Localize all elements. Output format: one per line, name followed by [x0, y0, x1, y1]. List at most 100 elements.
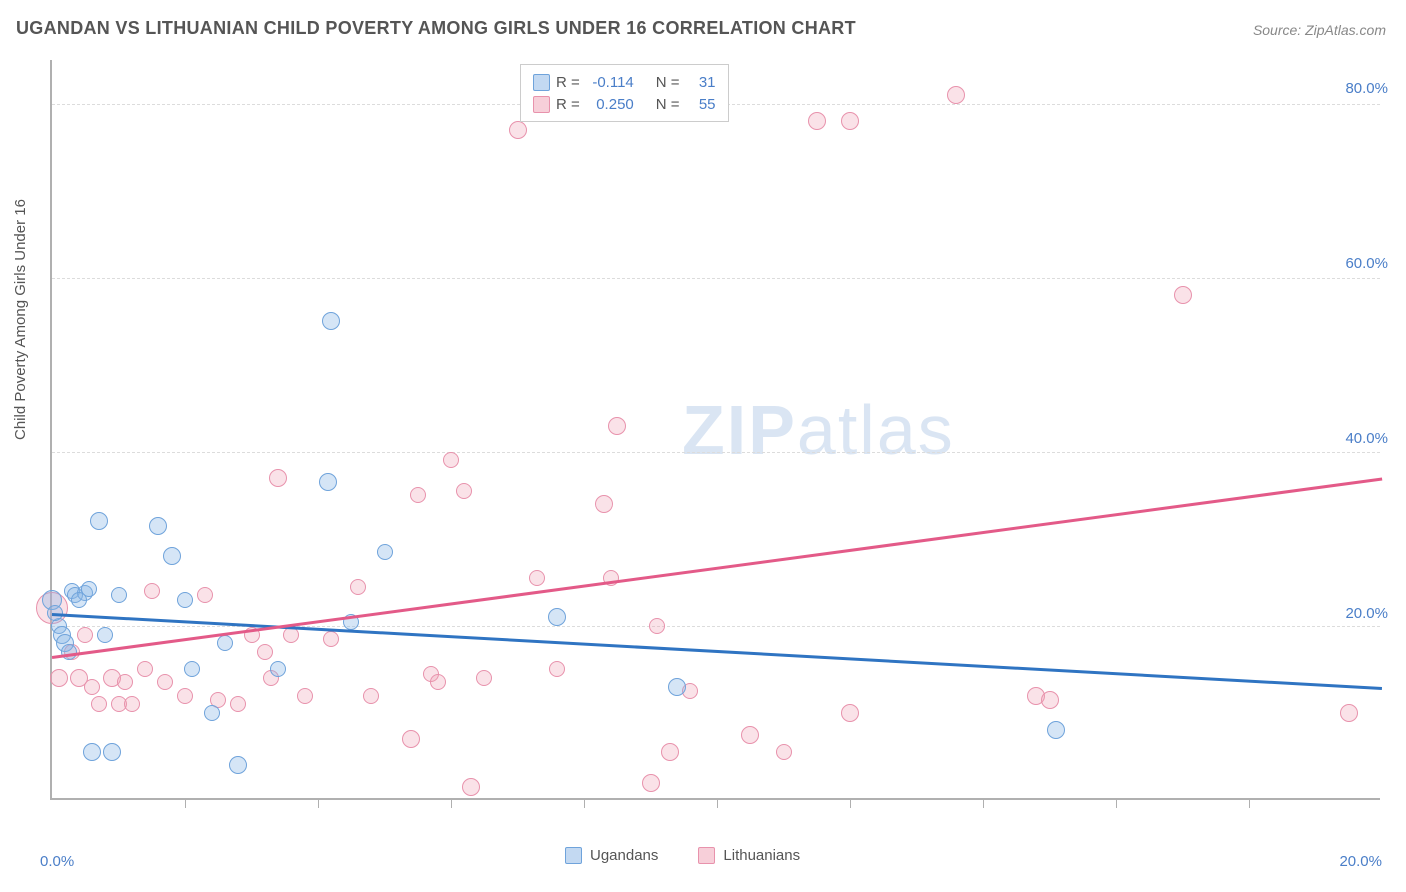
blue-point [177, 592, 193, 608]
pink-point [144, 583, 160, 599]
series-legend-label: Lithuanians [723, 847, 800, 864]
blue-point [163, 547, 181, 565]
pink-point [402, 730, 420, 748]
pink-point [549, 661, 565, 677]
stats-legend: R =-0.114N =31R =0.250N =55 [520, 64, 729, 122]
legend-swatch-blue [533, 74, 550, 91]
blue-point [103, 743, 121, 761]
blue-point [184, 661, 200, 677]
blue-point [1047, 721, 1065, 739]
r-label: R = [556, 96, 580, 113]
x-tick-mark [850, 800, 851, 808]
pink-point [595, 495, 613, 513]
pink-point [269, 469, 287, 487]
r-label: R = [556, 74, 580, 91]
x-tick-left: 0.0% [40, 853, 74, 870]
pink-point [77, 627, 93, 643]
blue-point [71, 592, 87, 608]
pink-point [1041, 691, 1059, 709]
series-legend-item: Lithuanians [698, 847, 800, 864]
series-legend: Ugandans Lithuanians [565, 847, 800, 864]
watermark: ZIPatlas [682, 390, 955, 470]
r-value: -0.114 [586, 74, 634, 91]
chart-container: UGANDAN VS LITHUANIAN CHILD POVERTY AMON… [0, 0, 1406, 892]
y-tick-80: 80.0% [1345, 80, 1388, 97]
pink-point [430, 674, 446, 690]
blue-point [322, 312, 340, 330]
blue-point [90, 512, 108, 530]
legend-swatch-pink [698, 847, 715, 864]
plot-surface: ZIPatlas [50, 60, 1380, 800]
pink-point [741, 726, 759, 744]
pink-point [230, 696, 246, 712]
pink-point [443, 452, 459, 468]
y-tick-20: 20.0% [1345, 605, 1388, 622]
pink-point [841, 112, 859, 130]
blue-point [217, 635, 233, 651]
pink-point [137, 661, 153, 677]
blue-point [204, 705, 220, 721]
x-tick-mark [983, 800, 984, 808]
n-value: 31 [686, 74, 716, 91]
pink-point [177, 688, 193, 704]
stats-legend-row: R =0.250N =55 [533, 93, 716, 115]
x-tick-right: 20.0% [1339, 853, 1382, 870]
pink-point [350, 579, 366, 595]
source-attribution: Source: ZipAtlas.com [1253, 22, 1386, 38]
y-axis-label: Child Poverty Among Girls Under 16 [12, 199, 29, 440]
pink-point [363, 688, 379, 704]
blue-point [111, 587, 127, 603]
blue-trendline [52, 613, 1382, 689]
gridline [52, 278, 1380, 279]
x-tick-mark [1249, 800, 1250, 808]
plot-area: ZIPatlas R =-0.114N =31R =0.250N =55 [50, 60, 1380, 800]
pink-point [661, 743, 679, 761]
pink-point [841, 704, 859, 722]
pink-point [124, 696, 140, 712]
pink-point [1174, 286, 1192, 304]
watermark-bold: ZIP [682, 391, 797, 469]
y-tick-40: 40.0% [1345, 430, 1388, 447]
pink-point [642, 774, 660, 792]
x-tick-mark [717, 800, 718, 808]
x-tick-mark [451, 800, 452, 808]
pink-point [117, 674, 133, 690]
pink-point [808, 112, 826, 130]
blue-point [668, 678, 686, 696]
gridline [52, 452, 1380, 453]
n-label: N = [656, 74, 680, 91]
blue-point [97, 627, 113, 643]
x-tick-mark [584, 800, 585, 808]
n-value: 55 [686, 96, 716, 113]
blue-point [377, 544, 393, 560]
pink-point [462, 778, 480, 796]
blue-point [149, 517, 167, 535]
blue-point [270, 661, 286, 677]
n-label: N = [656, 96, 680, 113]
y-tick-60: 60.0% [1345, 255, 1388, 272]
pink-point [50, 669, 68, 687]
blue-point [83, 743, 101, 761]
pink-point [529, 570, 545, 586]
pink-point [323, 631, 339, 647]
legend-swatch-pink [533, 96, 550, 113]
pink-point [476, 670, 492, 686]
blue-point [229, 756, 247, 774]
legend-swatch-blue [565, 847, 582, 864]
pink-trendline [52, 478, 1382, 659]
pink-point [1340, 704, 1358, 722]
x-tick-mark [318, 800, 319, 808]
x-tick-mark [1116, 800, 1117, 808]
series-legend-label: Ugandans [590, 847, 658, 864]
pink-point [257, 644, 273, 660]
pink-point [91, 696, 107, 712]
watermark-thin: atlas [797, 391, 955, 469]
series-legend-item: Ugandans [565, 847, 658, 864]
pink-point [157, 674, 173, 690]
pink-point [776, 744, 792, 760]
pink-point [608, 417, 626, 435]
x-tick-mark [185, 800, 186, 808]
pink-point [456, 483, 472, 499]
blue-point [319, 473, 337, 491]
pink-point [297, 688, 313, 704]
